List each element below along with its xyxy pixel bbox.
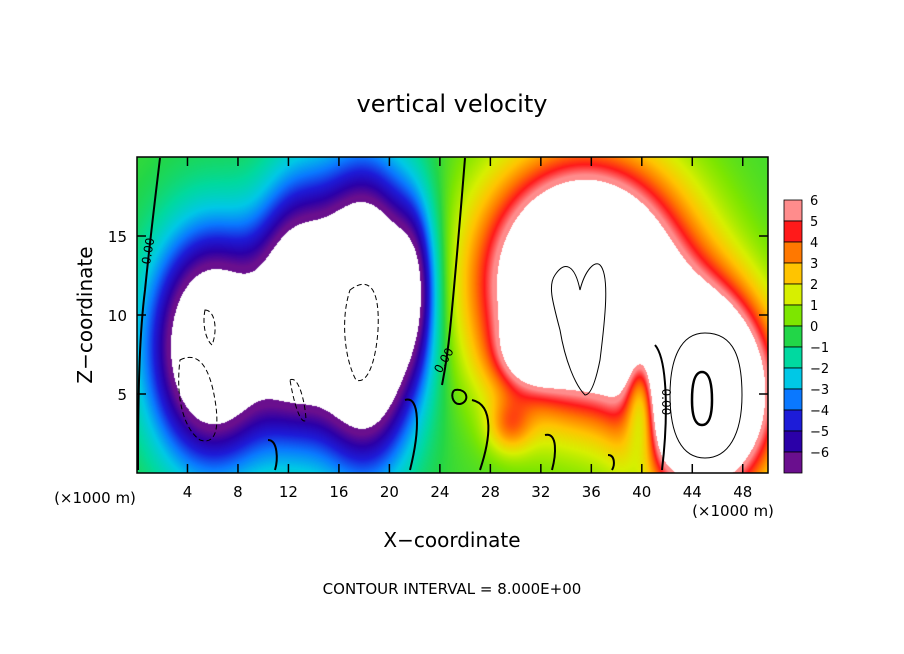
colorbar-tick-label: 6 <box>810 194 818 209</box>
colorbar-tick-label: −4 <box>810 404 829 419</box>
zero-contour-lower-3 <box>544 433 556 471</box>
x-tick-label: 44 <box>683 483 702 501</box>
heatmap-field <box>137 157 768 473</box>
x-tick-label: 12 <box>279 483 298 501</box>
colorbar-box <box>783 283 803 306</box>
zero-contour-middle <box>441 157 466 386</box>
zero-contour-right-cell <box>654 344 667 471</box>
x-tick-label: 32 <box>531 483 550 501</box>
contour-label: 0.00 <box>139 237 157 266</box>
x-tick-label: 28 <box>481 483 500 501</box>
colorbar-tick-label: −3 <box>810 383 829 398</box>
x-tick-label: 16 <box>329 483 348 501</box>
zero-contour-left <box>137 157 161 471</box>
colorbar-boxes <box>783 199 803 474</box>
colorbar-box <box>783 451 803 474</box>
colorbar-tick-label: −2 <box>810 362 829 377</box>
colorbar-box <box>783 220 803 243</box>
colorbar-tick-label: 2 <box>810 278 818 293</box>
negative-contour-3 <box>344 283 379 382</box>
positive-contour-3 <box>690 370 714 427</box>
colorbar-box <box>783 199 803 222</box>
x-tick-label: 40 <box>632 483 651 501</box>
x-axis: 4 8 12 16 20 24 28 32 36 40 44 48 <box>183 157 752 501</box>
zero-contour-lower-5 <box>607 454 615 471</box>
x-tick-label: 4 <box>183 483 193 501</box>
colorbar-box <box>783 241 803 264</box>
x-units-left: (×1000 m) <box>54 489 136 507</box>
x-units-right: (×1000 m) <box>692 502 774 520</box>
colorbar-tick-label: 5 <box>810 215 818 230</box>
zero-contour-small-1 <box>451 388 468 405</box>
zero-contour-lower-1 <box>404 398 418 471</box>
contour-interval-note: CONTOUR INTERVAL = 8.000E+00 <box>323 580 582 598</box>
colorbar-tick-label: −6 <box>810 446 829 461</box>
positive-contour-2 <box>669 332 743 459</box>
colorbar-box <box>783 346 803 369</box>
zero-contour-lower-2 <box>471 399 490 471</box>
colorbar-box <box>783 388 803 411</box>
contour-label: 0.00 <box>659 389 673 416</box>
x-tick-label: 24 <box>430 483 449 501</box>
plot-area: 0.000.000.00 <box>136 156 769 474</box>
colorbar-tick-label: 4 <box>810 236 818 251</box>
colorbar-tick-label: −5 <box>810 425 829 440</box>
colorbar-box <box>783 409 803 432</box>
colorbar: 6 5 4 3 2 1 0 −1 −2 −3 −4 −5 −6 <box>783 194 829 474</box>
y-tick-label: 15 <box>108 228 127 246</box>
colorbar-box <box>783 430 803 453</box>
negative-contour-2 <box>203 309 216 346</box>
x-tick-label: 20 <box>380 483 399 501</box>
negative-contour-1 <box>178 357 218 442</box>
x-tick-label: 8 <box>233 483 243 501</box>
colorbar-box <box>783 325 803 348</box>
colorbar-ticks: 6 5 4 3 2 1 0 −1 −2 −3 −4 −5 −6 <box>810 194 829 461</box>
colorbar-tick-label: 1 <box>810 299 818 314</box>
y-axis-label: Z−coordinate <box>73 246 97 383</box>
zero-contour-lower-4 <box>267 439 278 471</box>
chart-title: vertical velocity <box>357 90 548 118</box>
colorbar-tick-label: 3 <box>810 257 818 272</box>
negative-contour-4 <box>289 378 307 422</box>
colorbar-tick-label: 0 <box>810 320 818 335</box>
y-tick-label: 5 <box>117 386 127 404</box>
colorbar-box <box>783 367 803 390</box>
colorbar-tick-label: −1 <box>810 341 829 356</box>
x-tick-label: 36 <box>582 483 601 501</box>
contour-value-labels: 0.000.000.00 <box>139 237 673 416</box>
x-axis-label: X−coordinate <box>383 528 520 552</box>
y-axis: 5 10 15 <box>108 228 768 404</box>
colorbar-box <box>783 262 803 285</box>
positive-contour-1 <box>550 263 607 396</box>
colorbar-box <box>783 304 803 327</box>
x-tick-label: 48 <box>733 483 752 501</box>
contour-lines <box>137 157 743 471</box>
y-tick-label: 10 <box>108 307 127 325</box>
